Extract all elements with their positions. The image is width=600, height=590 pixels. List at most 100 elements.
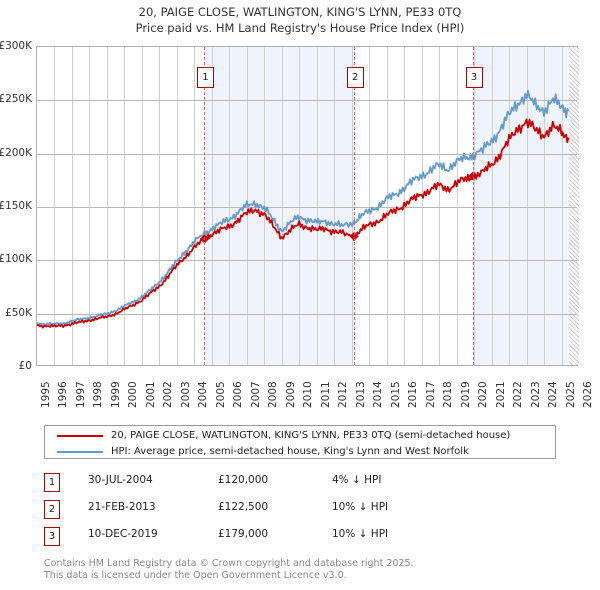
legend-swatch-price-paid bbox=[57, 435, 103, 437]
x-axis: 1995 1996 1997 1998 1999 2000 2001 2002 2003 2004… bbox=[36, 368, 594, 412]
gridline-vertical bbox=[211, 47, 213, 365]
gridline-vertical bbox=[106, 47, 108, 365]
gridline-vertical bbox=[386, 47, 388, 365]
gridline-vertical bbox=[334, 47, 336, 365]
legend-item-hpi-average: HPI: Average price, semi-detached house,… bbox=[45, 443, 555, 460]
x-axis-tick-label: 2023 bbox=[529, 381, 542, 408]
x-axis-tick-label: 2003 bbox=[179, 381, 192, 408]
plot-region: 1 2 3 bbox=[36, 46, 579, 366]
x-axis-tick-label: 2013 bbox=[354, 381, 367, 408]
sale-event-line-3 bbox=[473, 47, 475, 365]
gridline-vertical bbox=[71, 47, 73, 365]
chart-legend: 20, PAIGE CLOSE, WATLINGTON, KING'S LYNN… bbox=[44, 425, 556, 459]
y-axis-tick-label: £250K bbox=[0, 93, 32, 106]
sale-event-badge-1[interactable]: 1 bbox=[196, 67, 214, 88]
x-axis-tick-label: 2011 bbox=[319, 381, 332, 408]
x-axis-tick-label: 2015 bbox=[389, 381, 402, 408]
sale-hpi-delta: 4% ↓ HPI bbox=[332, 474, 382, 486]
table-row[interactable]: 3 10-DEC-2019 £179,000 10% ↓ HPI bbox=[44, 526, 474, 553]
gridline-vertical bbox=[229, 47, 231, 365]
x-axis-tick-label: 2001 bbox=[144, 381, 157, 408]
x-axis-tick-label: 1996 bbox=[57, 381, 70, 408]
sale-event-line-1 bbox=[204, 47, 206, 365]
sale-event-line-2 bbox=[354, 47, 356, 365]
y-axis-tick-label: £50K bbox=[5, 306, 32, 319]
table-row[interactable]: 2 21-FEB-2013 £122,500 10% ↓ HPI bbox=[44, 499, 474, 526]
gridline-vertical bbox=[439, 47, 441, 365]
series-line-price-paid bbox=[37, 118, 570, 329]
x-axis-tick-label: 2017 bbox=[424, 381, 437, 408]
sale-date: 30-JUL-2004 bbox=[88, 474, 153, 486]
x-axis-tick-label: 2002 bbox=[162, 381, 175, 408]
gridline-vertical bbox=[509, 47, 511, 365]
page-title: 20, PAIGE CLOSE, WATLINGTON, KING'S LYNN… bbox=[0, 4, 600, 36]
x-axis-tick-label: 1998 bbox=[92, 381, 105, 408]
sale-hpi-delta: 10% ↓ HPI bbox=[332, 528, 389, 540]
y-axis-tick-label: £0 bbox=[18, 360, 32, 372]
legend-item-price-paid: 20, PAIGE CLOSE, WATLINGTON, KING'S LYNN… bbox=[45, 427, 555, 444]
table-row[interactable]: 1 30-JUL-2004 £120,000 4% ↓ HPI bbox=[44, 472, 474, 499]
x-axis-tick-label: 2008 bbox=[267, 381, 280, 408]
x-axis-tick-label: 2009 bbox=[284, 381, 297, 408]
series-line-hpi-average bbox=[37, 89, 570, 327]
series-layer bbox=[37, 89, 570, 329]
x-axis-tick-label: 2021 bbox=[494, 381, 507, 408]
sale-event-badge-3[interactable]: 3 bbox=[465, 67, 483, 88]
title-line-2: Price paid vs. HM Land Registry's House … bbox=[135, 21, 465, 35]
gridline-horizontal bbox=[37, 153, 577, 155]
gridline-horizontal bbox=[37, 260, 577, 262]
x-axis-tick-label: 2026 bbox=[582, 381, 594, 408]
title-line-1: 20, PAIGE CLOSE, WATLINGTON, KING'S LYNN… bbox=[138, 5, 462, 19]
x-axis-tick-label: 2010 bbox=[302, 381, 315, 408]
gridline-vertical bbox=[194, 47, 196, 365]
gridline-vertical bbox=[54, 47, 56, 365]
x-axis-tick-label: 2022 bbox=[512, 381, 525, 408]
x-axis-tick-label: 2007 bbox=[249, 381, 262, 408]
gridline-vertical bbox=[491, 47, 493, 365]
x-axis-tick-label: 1999 bbox=[109, 381, 122, 408]
legend-label: 20, PAIGE CLOSE, WATLINGTON, KING'S LYNN… bbox=[111, 430, 511, 441]
sales-table: 1 30-JUL-2004 £120,000 4% ↓ HPI 2 21-FEB-2013… bbox=[44, 472, 474, 553]
footer-line-2: This data is licensed under the Open Gov… bbox=[44, 570, 347, 581]
legend-label: HPI: Average price, semi-detached house,… bbox=[111, 446, 469, 457]
y-axis-tick-label: £300K bbox=[0, 40, 32, 52]
gridline-vertical bbox=[299, 47, 301, 365]
sale-date: 10-DEC-2019 bbox=[88, 528, 158, 540]
copyright-footer: Contains HM Land Registry data © Crown c… bbox=[44, 558, 564, 582]
sale-event-badge-2[interactable]: 2 bbox=[346, 67, 364, 88]
x-axis-tick-label: 2000 bbox=[127, 381, 140, 408]
x-axis-tick-label: 2006 bbox=[232, 381, 245, 408]
x-axis-tick-label: 2019 bbox=[459, 381, 472, 408]
gridline-horizontal bbox=[37, 100, 577, 102]
gridline-vertical bbox=[141, 47, 143, 365]
x-axis-tick-label: 2012 bbox=[337, 381, 350, 408]
gridline-horizontal bbox=[37, 207, 577, 208]
x-axis-tick-label: 2024 bbox=[547, 381, 560, 408]
y-axis-tick-label: £150K bbox=[0, 200, 32, 212]
sale-date: 21-FEB-2013 bbox=[88, 501, 156, 513]
x-axis-tick-label: 2018 bbox=[442, 381, 455, 408]
footer-line-1: Contains HM Land Registry data © Crown c… bbox=[44, 558, 414, 569]
x-axis-tick-label: 2005 bbox=[214, 381, 227, 408]
x-axis-tick-label: 2014 bbox=[372, 381, 385, 408]
gridline-vertical bbox=[474, 47, 476, 365]
sale-price: £122,500 bbox=[218, 501, 269, 513]
gridline-vertical bbox=[369, 47, 371, 365]
gridline-vertical bbox=[456, 47, 458, 365]
x-axis-tick-label: 2016 bbox=[407, 381, 420, 408]
gridline-vertical bbox=[159, 47, 161, 365]
x-axis-tick-label: 1995 bbox=[40, 381, 52, 408]
x-axis-tick-label: 2020 bbox=[477, 381, 490, 408]
gridline-vertical bbox=[281, 47, 283, 365]
provisional-data-hatch bbox=[568, 47, 579, 365]
sale-price: £120,000 bbox=[218, 474, 269, 486]
chart-area: 1 2 3 bbox=[36, 46, 579, 366]
x-axis-tick-label: 2004 bbox=[197, 381, 210, 408]
x-axis-tick-label: 1997 bbox=[74, 381, 87, 408]
sale-index-badge: 2 bbox=[44, 500, 60, 519]
y-axis-tick-label: £200K bbox=[0, 146, 32, 159]
gridline-vertical bbox=[176, 47, 178, 365]
gridline-vertical bbox=[89, 47, 91, 365]
sale-price: £179,000 bbox=[218, 528, 269, 540]
